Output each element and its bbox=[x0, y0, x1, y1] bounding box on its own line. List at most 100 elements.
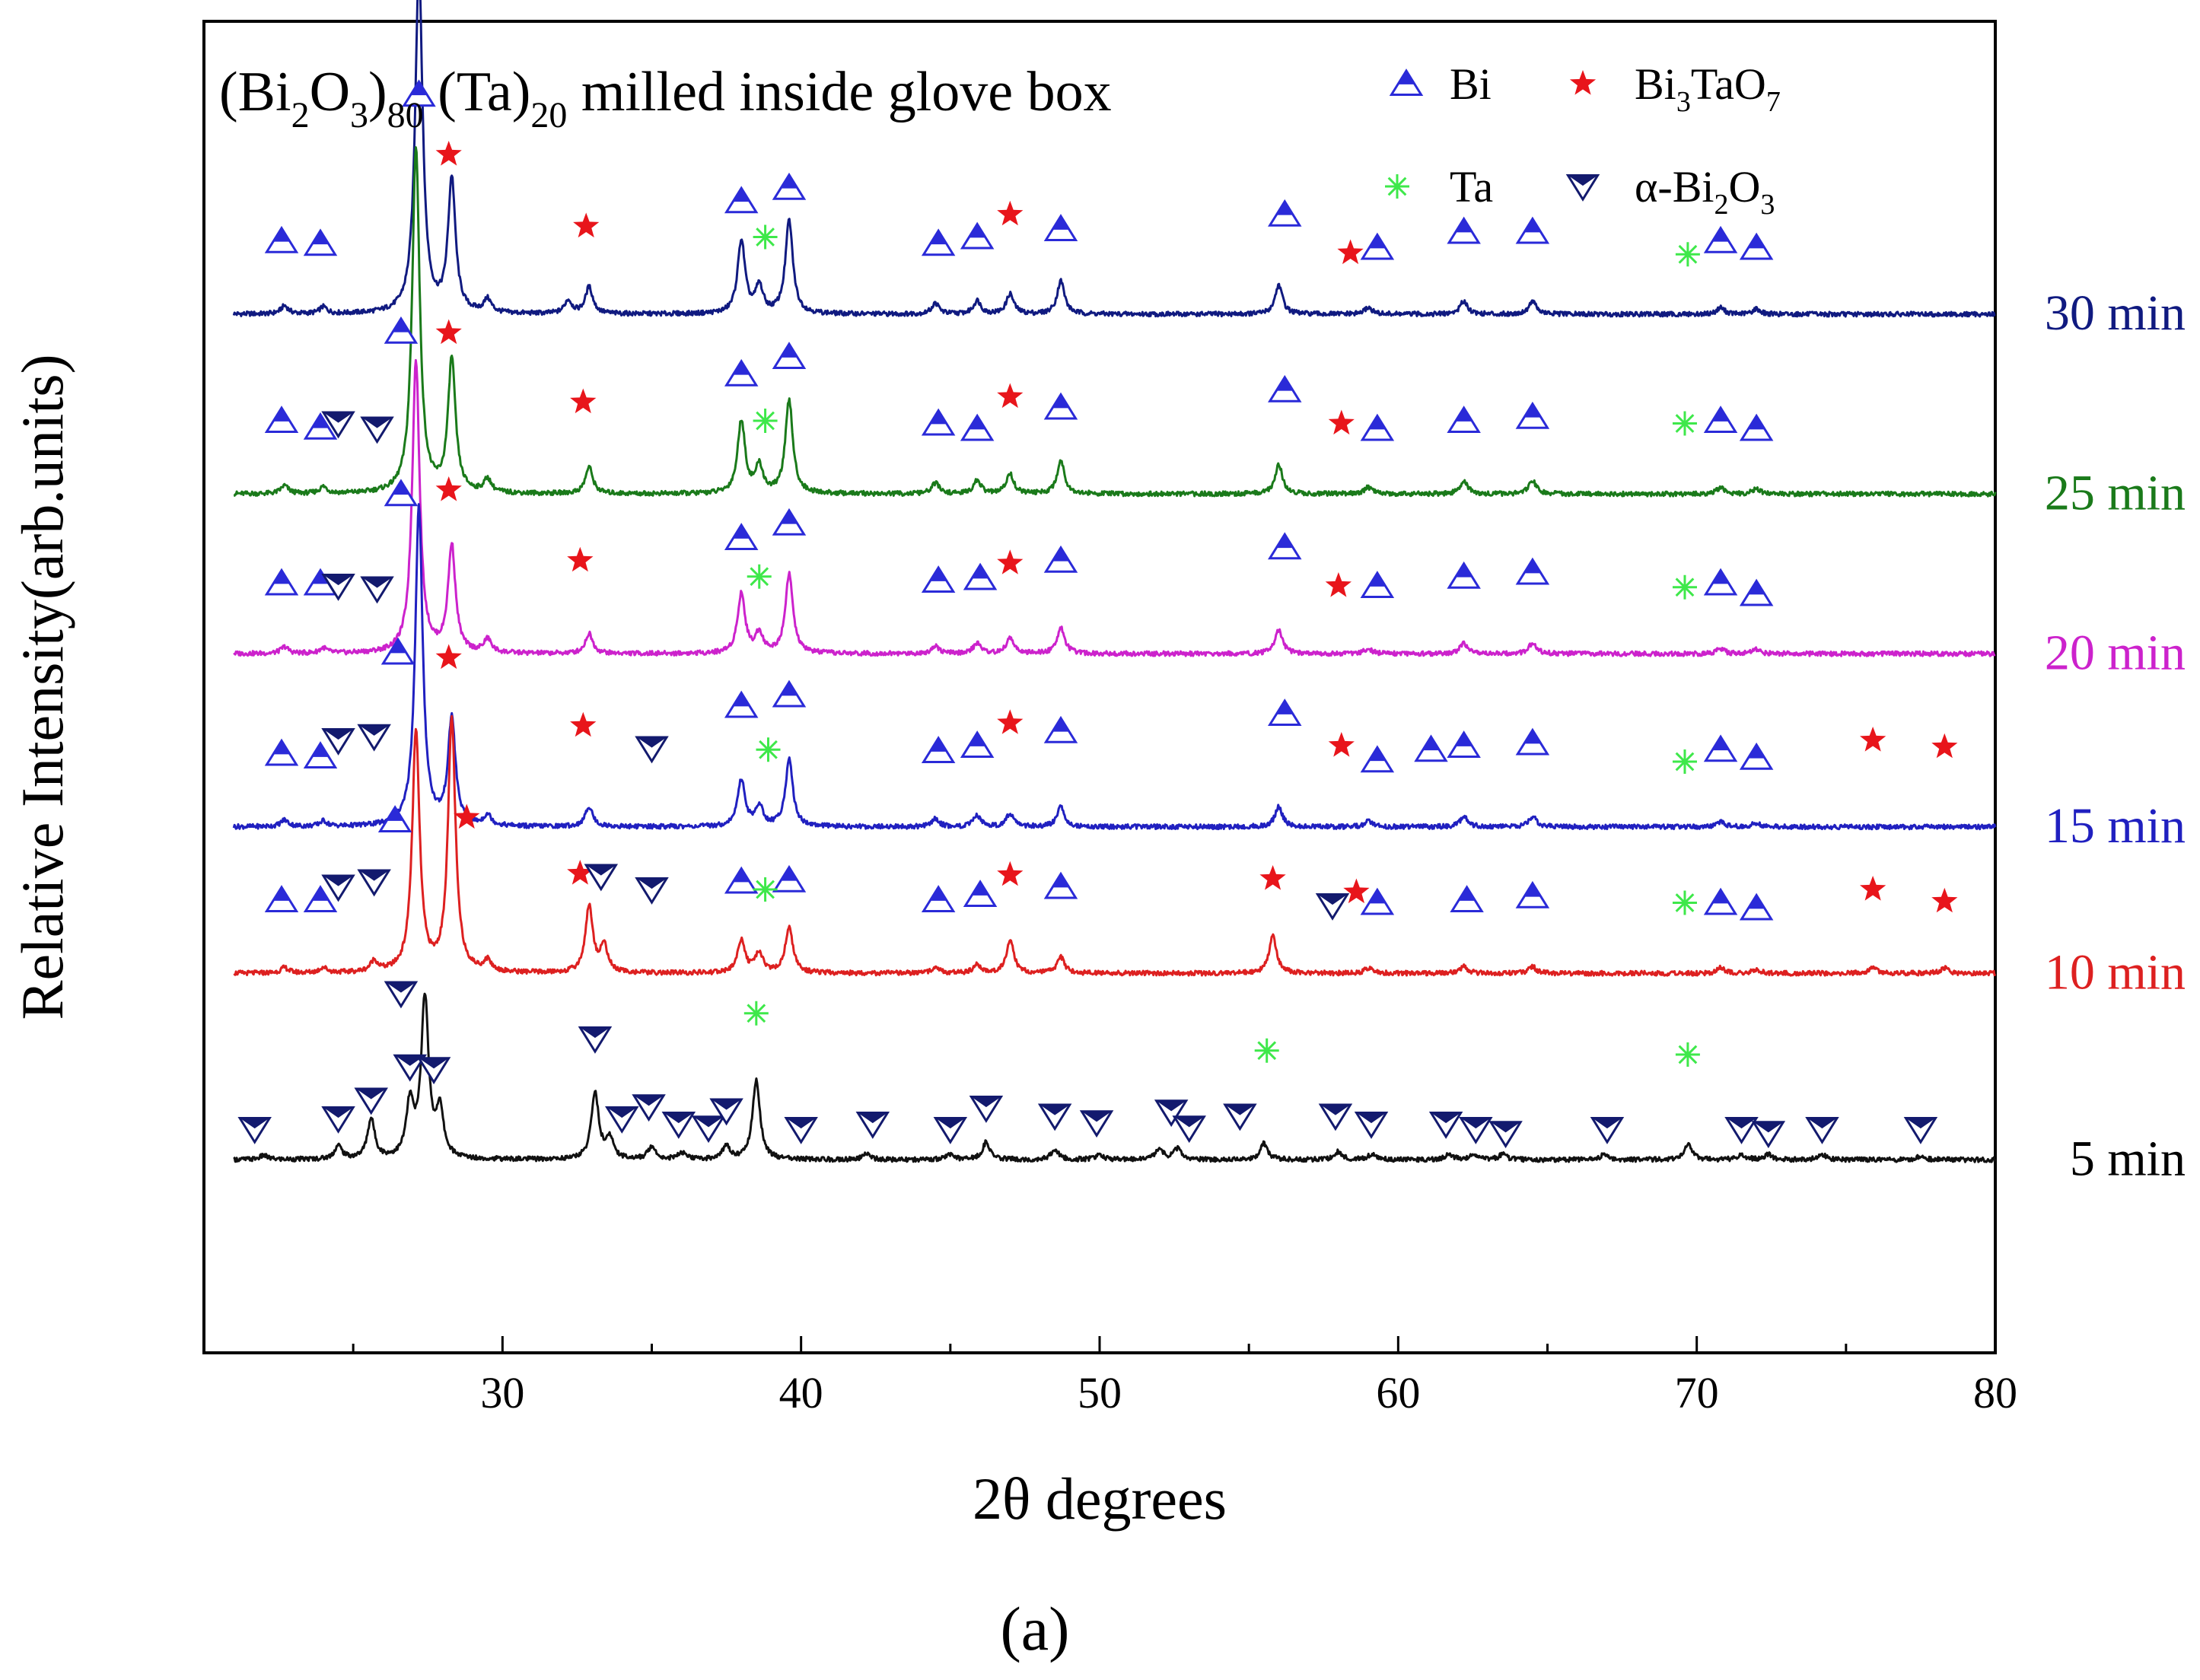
bi-peak-marker bbox=[1267, 698, 1302, 726]
legend-bi-marker bbox=[1389, 68, 1424, 96]
alpha-bi2o3-peak-marker bbox=[584, 864, 619, 892]
ta-asterisk-icon bbox=[1385, 174, 1409, 199]
bi-peak-marker bbox=[1267, 199, 1302, 227]
bi3tao7-peak-marker bbox=[997, 383, 1024, 409]
legend-alpha-marker bbox=[1565, 174, 1600, 202]
ta-peak-marker bbox=[756, 737, 781, 762]
bi-peak-marker bbox=[1267, 532, 1302, 560]
bi-peak-marker bbox=[1703, 887, 1738, 915]
x-tick-label: 40 bbox=[779, 1368, 823, 1418]
bi3tao7-peak-marker bbox=[997, 549, 1024, 574]
x-tick-label: 50 bbox=[1078, 1368, 1122, 1418]
bi-peak-marker bbox=[960, 413, 995, 441]
series-label: 30 min bbox=[2045, 285, 2186, 341]
bi-peak-marker bbox=[724, 186, 759, 214]
series-line-15-min bbox=[232, 503, 1997, 831]
alpha-bi2o3-peak-marker bbox=[1428, 1112, 1463, 1139]
bi-peak-marker bbox=[1515, 216, 1550, 244]
ta-peak-marker bbox=[753, 877, 778, 902]
bi-peak-marker bbox=[384, 479, 419, 507]
bi-peak-marker bbox=[1515, 401, 1550, 429]
bi-peak-marker bbox=[1043, 214, 1078, 241]
bi3tao7-peak-marker bbox=[567, 546, 594, 572]
alpha-bi2o3-peak-marker bbox=[605, 1106, 639, 1134]
bi-peak-marker bbox=[1043, 715, 1078, 743]
series-line-20-min bbox=[233, 358, 1996, 657]
bi-peak-marker bbox=[1515, 880, 1550, 908]
legend: Bi Bi3TaO7 Ta α-Bi2O3 bbox=[1385, 59, 1781, 221]
bi3tao7-peak-marker bbox=[1325, 572, 1352, 597]
bi-peak-marker bbox=[772, 342, 807, 369]
bi3tao7-peak-marker bbox=[1328, 409, 1355, 435]
bi-peak-marker bbox=[1739, 232, 1774, 260]
bi-peak-marker bbox=[724, 523, 759, 550]
bi-peak-marker bbox=[1739, 413, 1774, 441]
bi-peak-marker bbox=[1447, 561, 1481, 589]
alpha-bi2o3-peak-marker bbox=[237, 1117, 272, 1144]
y-axis-label: Relative Intensity(arb.units) bbox=[9, 354, 75, 1020]
bi3tao7-peak-marker bbox=[1343, 878, 1370, 904]
x-axis-label: 2θ degrees bbox=[973, 1465, 1227, 1532]
bi3tao7-peak-marker bbox=[435, 319, 462, 345]
bi-peak-marker bbox=[921, 885, 956, 912]
alpha-bi2o3-peak-marker bbox=[360, 576, 394, 604]
bi-peak-marker bbox=[380, 637, 415, 665]
bi-peak-marker bbox=[303, 741, 338, 768]
bi-peak-marker bbox=[724, 866, 759, 894]
series-label: 25 min bbox=[2045, 465, 2186, 520]
bi-peak-marker bbox=[1414, 734, 1448, 762]
bi-triangle-icon bbox=[1389, 68, 1424, 96]
alpha-bi2o3-peak-marker bbox=[354, 1087, 388, 1115]
bi-peak-marker bbox=[772, 172, 807, 200]
alpha-bi2o3-peak-marker bbox=[1223, 1103, 1257, 1131]
bi-peak-marker bbox=[264, 225, 299, 253]
alpha-bi2o3-peak-marker bbox=[1459, 1117, 1493, 1144]
alpha-bi2o3-peak-marker bbox=[933, 1117, 968, 1144]
bi-peak-marker bbox=[772, 679, 807, 708]
legend-ta-marker bbox=[1385, 174, 1409, 199]
legend-item-alpha-bi2o3: α-Bi2O3 bbox=[1565, 162, 1775, 221]
ta-peak-marker bbox=[743, 1001, 769, 1026]
bi3tao7-peak-marker bbox=[570, 388, 597, 414]
bi-peak-marker bbox=[1360, 745, 1395, 773]
series-label: 5 min bbox=[2070, 1131, 2186, 1186]
bi-peak-marker bbox=[1043, 545, 1078, 573]
alpha-bi2o3-peak-marker bbox=[384, 981, 419, 1009]
bi3tao7-peak-marker bbox=[435, 141, 462, 166]
alpha-bi2o3-peak-marker bbox=[661, 1112, 696, 1139]
ta-peak-marker bbox=[1672, 890, 1697, 915]
bi-peak-marker bbox=[921, 736, 956, 763]
alpha-bi2o3-peak-marker bbox=[1724, 1117, 1759, 1144]
bi3tao7-peak-marker bbox=[1860, 876, 1886, 901]
bi3tao7-peak-marker bbox=[997, 709, 1024, 734]
legend-item-bi3tao7: Bi3TaO7 bbox=[1569, 59, 1781, 118]
legend-star-marker bbox=[1569, 70, 1597, 95]
alpha-bi2o3-peak-marker bbox=[709, 1098, 743, 1126]
ta-peak-marker bbox=[1672, 574, 1697, 600]
bi-peak-marker bbox=[1739, 578, 1774, 606]
bi-peak-marker bbox=[1447, 730, 1481, 758]
bi3tao7-peak-marker bbox=[435, 644, 462, 670]
alpha-bi2o3-peak-marker bbox=[321, 574, 355, 601]
alpha-bi2o3-peak-marker bbox=[357, 724, 391, 752]
alpha-bi2o3-peak-marker bbox=[1488, 1121, 1523, 1149]
ta-peak-marker bbox=[747, 564, 772, 589]
alpha-bi2o3-peak-marker bbox=[632, 1094, 666, 1122]
bi-peak-marker bbox=[377, 805, 412, 832]
bi-peak-marker bbox=[384, 316, 419, 344]
bi-peak-marker bbox=[264, 568, 299, 596]
bi-peak-marker bbox=[1703, 568, 1738, 596]
bi-peak-marker bbox=[1515, 557, 1550, 585]
bi-peak-marker bbox=[264, 738, 299, 766]
alpha-bi2o3-peak-marker bbox=[1079, 1110, 1114, 1138]
bi-peak-marker bbox=[772, 864, 807, 892]
bi-peak-marker bbox=[1450, 885, 1484, 912]
ta-peak-marker bbox=[1675, 242, 1700, 267]
bi-peak-marker bbox=[1703, 225, 1738, 253]
alpha-bi2o3-peak-marker bbox=[1805, 1117, 1839, 1144]
series-line-30-min bbox=[232, 0, 1996, 318]
bi3tao7-peak-marker bbox=[570, 711, 597, 737]
ta-peak-marker bbox=[1672, 411, 1697, 436]
legend-item-ta: Ta bbox=[1385, 162, 1493, 212]
